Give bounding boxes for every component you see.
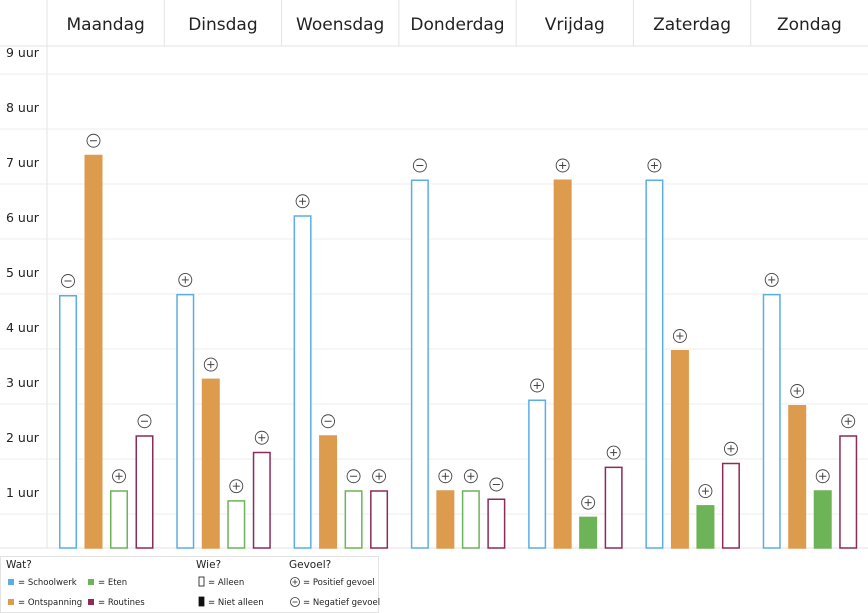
y-tick-label: 7 uur [6,155,40,170]
positive-feeling-icon [203,357,218,372]
bar-routines [487,498,506,549]
positive-feeling-icon [295,194,310,209]
bar-eten [227,500,246,549]
negative-feeling-icon [137,414,152,429]
alone-icon [198,576,205,587]
legend-box [0,556,379,613]
bar-routines [252,451,271,549]
y-tick-label: 8 uur [6,100,40,115]
positive-feeling-icon [790,384,805,398]
bar-eten [696,505,715,549]
positive-feeling-icon [555,158,570,173]
y-tick-label: 9 uur [6,45,40,60]
y-tick-label: 4 uur [6,320,40,335]
negative-feeling-icon [86,133,101,148]
y-tick-label: 3 uur [6,375,40,390]
day-label: Zondag [777,15,842,35]
legend-label: = Niet alleen [208,598,264,608]
bar-routines [839,435,858,549]
y-axis: 9 uur 8 uur 7 uur 6 uur 5 uur 4 uur 3 uur 2 uur… [6,45,40,500]
y-tick-label: 5 uur [6,265,40,280]
legend-swatch [8,599,14,605]
positive-feeling-icon [254,430,269,445]
positive-feeling-icon [606,445,621,460]
bar-routines [135,435,154,549]
day-label: Donderdag [410,15,504,35]
chart-grid [0,0,868,549]
legend-label: = Schoolwerk [18,578,77,588]
bars [59,133,858,549]
bar-schoolwerk [293,215,312,549]
legend-gevoel-title: Gevoel? [289,559,331,571]
negative-feeling-icon [489,477,504,492]
positive-feeling-icon [815,469,830,484]
positive-feeling-icon [463,469,478,484]
positive-feeling-icon [723,441,738,456]
bar-schoolwerk [410,179,429,549]
negative-feeling-icon [290,597,300,607]
positive-feeling-icon [581,495,596,510]
legend-label: = Alleen [208,578,244,588]
legend-wat-title: Wat? [6,559,32,571]
positive-feeling-icon [530,378,545,393]
bar-routines [721,462,740,549]
day-header: Maandag Dinsdag Woensdag Donderdag Vrijdag Za… [67,15,842,35]
bar-schoolwerk [176,293,195,549]
bar-ontspanning [319,435,338,549]
y-tick-label: 2 uur [6,430,40,445]
legend-label: = Routines [98,598,145,608]
legend-swatch [8,579,14,585]
legend-label: = Negatief gevoel [303,598,380,608]
negative-feeling-icon [61,274,75,288]
bar-eten [344,490,363,549]
bar-eten [110,490,128,549]
bar-eten [579,516,598,549]
positive-feeling-icon [178,272,193,287]
bar-schoolwerk [59,295,77,549]
day-label: Dinsdag [188,15,257,35]
legend-label: = Ontspanning [18,598,82,608]
bar-ontspanning [553,179,572,549]
bar-schoolwerk [762,293,781,549]
positive-feeling-icon [764,272,779,287]
day-label: Woensdag [296,15,384,35]
y-tick-label: 6 uur [6,210,40,225]
positive-feeling-icon [698,484,713,499]
day-label: Maandag [67,15,145,35]
day-label: Vrijdag [545,15,605,35]
negative-feeling-icon [346,469,361,484]
bar-ontspanning [84,154,103,549]
positive-feeling-icon [672,329,687,343]
y-tick-label: 1 uur [6,485,40,500]
positive-feeling-icon [438,469,453,484]
bar-eten [813,490,832,549]
legend: Wat? = Schoolwerk = Eten = Ontspanning = Rou… [0,556,380,613]
bar-ontspanning [670,350,689,549]
bar-schoolwerk [528,399,547,549]
negative-feeling-icon [412,158,427,173]
bar-ontspanning [788,405,807,549]
bar-ontspanning [436,490,455,549]
day-label: Zaterdag [653,15,731,35]
legend-label: = Eten [98,578,127,588]
bar-ontspanning [201,378,220,549]
legend-swatch [88,599,94,605]
positive-feeling-icon [372,469,387,484]
legend-label: = Positief gevoel [303,578,375,588]
positive-feeling-icon [647,158,662,173]
legend-wie-title: Wie? [196,559,221,571]
positive-feeling-icon [290,577,300,587]
negative-feeling-icon [321,414,336,429]
positive-feeling-icon [229,479,244,494]
legend-swatch [88,579,94,585]
not-alone-icon [198,596,205,607]
bar-eten [461,490,480,549]
bar-schoolwerk [645,179,664,549]
bar-routines [604,466,623,549]
positive-feeling-icon [841,414,856,429]
positive-feeling-icon [112,469,126,484]
bar-routines [370,490,389,549]
